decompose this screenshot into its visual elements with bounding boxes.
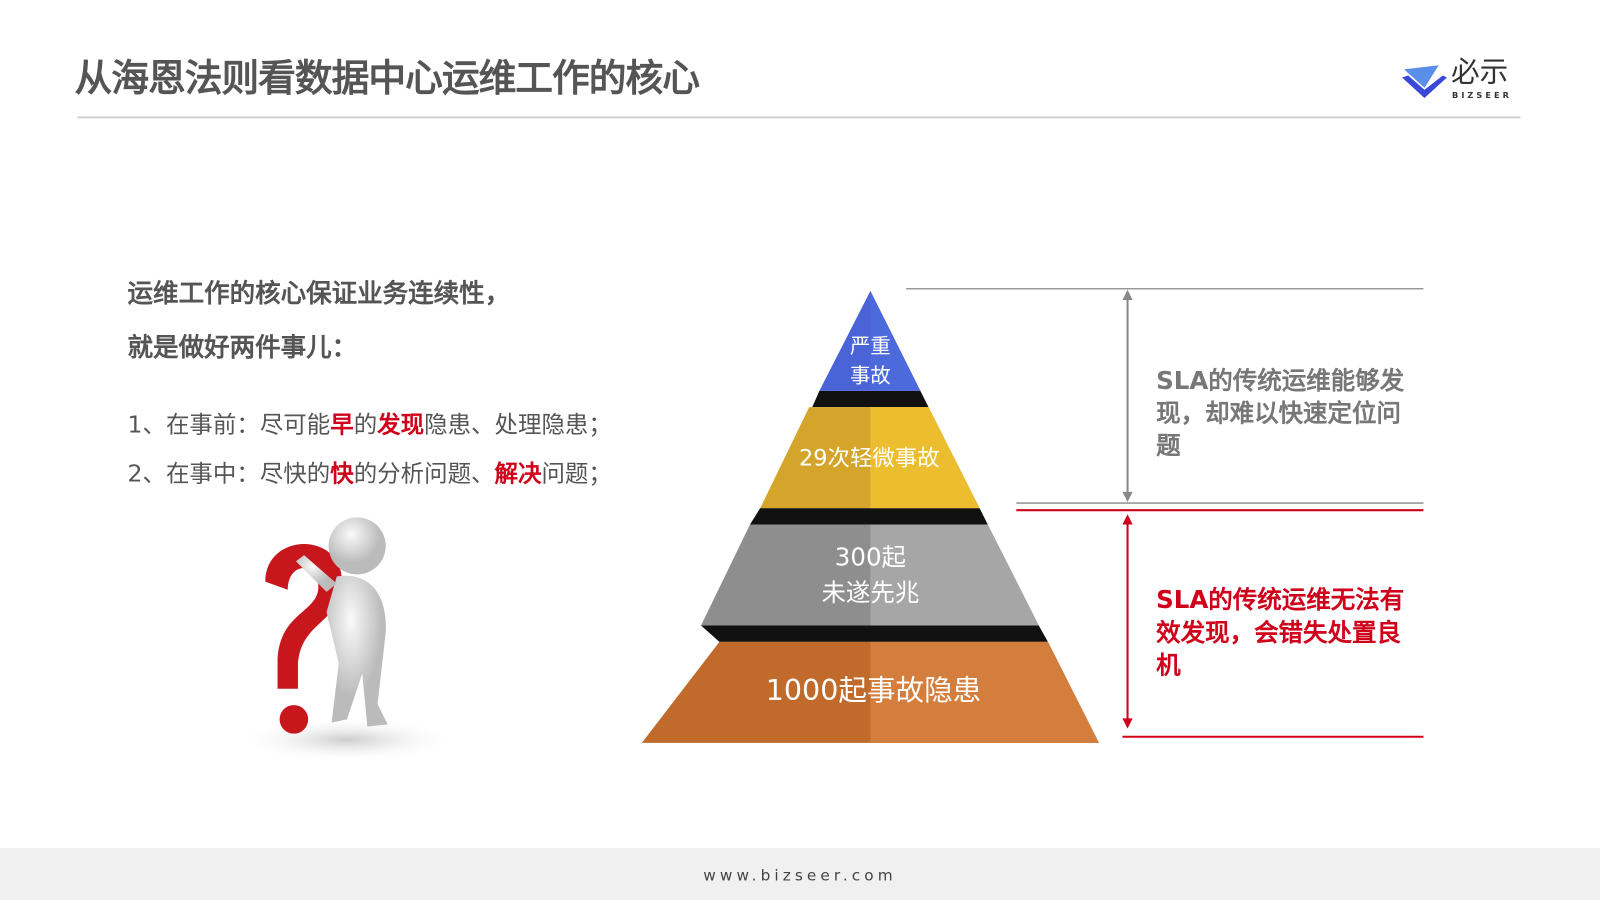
tier-severe: 严重 事故 — [819, 290, 921, 391]
highlight: 快 — [330, 461, 354, 488]
logo-icon — [1402, 65, 1447, 98]
upper-range-arrow — [1122, 289, 1133, 503]
footer-url: www.bizseer.com — [703, 866, 897, 885]
item-text: 的 — [353, 412, 378, 439]
logo-sub: BIZSEER — [1452, 90, 1512, 100]
tier-label: 1000起事故隐患 — [766, 673, 982, 707]
lower-annotation: SLA的传统运维无法有效发现，会错失处置良机 — [1156, 585, 1405, 680]
tier-gap — [812, 390, 929, 408]
item-text: 的分析问题、 — [353, 461, 495, 488]
highlight: 发现 — [377, 412, 425, 439]
tier-label: 29次轻微事故 — [799, 445, 940, 471]
logo-name: 必示 — [1451, 55, 1509, 89]
tier-hazard: 1000起事故隐患 — [641, 641, 1099, 743]
tier-label: 300起 — [835, 542, 906, 571]
heinrich-pyramid: 严重 事故 29次轻微事故 300起 未遂先兆 1000起事故隐患 — [641, 288, 1424, 743]
title-divider — [77, 116, 1521, 119]
item-text: 1、在事前：尽可能 — [127, 412, 331, 439]
page-title: 从海恩法则看数据中心运维工作的核心 — [74, 56, 700, 100]
item-2: 2、在事中：尽快的快的分析问题、解决问题； — [128, 459, 612, 490]
tier-gap — [749, 508, 988, 525]
highlight: 解决 — [494, 461, 542, 488]
footer: www.bizseer.com — [0, 847, 1600, 900]
tier-label: 严重 — [850, 334, 891, 358]
tier-near-miss: 300起 未遂先兆 — [701, 524, 1039, 626]
highlight: 早 — [330, 412, 354, 439]
lower-range-arrow — [1122, 514, 1133, 729]
tier-label: 未遂先兆 — [821, 578, 919, 607]
tier-label: 事故 — [850, 364, 891, 388]
item-text: 2、在事中：尽快的 — [127, 461, 331, 488]
item-text: 问题； — [541, 461, 612, 488]
tier-gap — [701, 625, 1048, 642]
lead-line-1: 运维工作的核心保证业务连续性， — [127, 278, 511, 309]
item-1: 1、在事前：尽可能早的发现隐患、处理隐患； — [128, 410, 612, 441]
lead-line-2: 就是做好两件事儿： — [127, 332, 358, 363]
tier-minor: 29次轻微事故 — [760, 407, 980, 509]
upper-annotation: SLA的传统运维能够发现，却难以快速定位问题 — [1156, 366, 1405, 461]
item-text: 隐患、处理隐患； — [424, 412, 612, 439]
thinking-figure-image — [234, 517, 460, 763]
